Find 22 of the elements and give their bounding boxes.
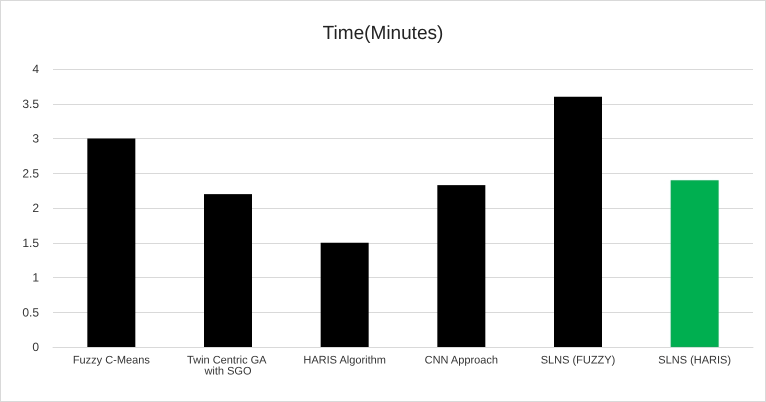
y-tick-label: 0.5 xyxy=(22,305,40,320)
y-tick-label: 4 xyxy=(32,62,40,76)
y-tick-label: 1 xyxy=(32,270,40,284)
x-tick-label: HARIS Algorithm xyxy=(303,354,386,366)
y-tick-label: 3 xyxy=(32,132,40,146)
bar xyxy=(554,96,602,347)
bar xyxy=(670,180,719,347)
y-tick-label: 1.5 xyxy=(22,236,40,250)
x-tick-label: CNN Approach xyxy=(424,354,498,366)
y-tick-label: 2.5 xyxy=(22,166,40,180)
bar xyxy=(320,242,369,347)
x-tick-label: SLNS (FUZZY) xyxy=(540,354,616,366)
bar xyxy=(437,185,486,347)
bar xyxy=(87,138,136,347)
y-tick-label: 0 xyxy=(32,340,40,354)
x-tick-label: Twin Centric GA with SGO xyxy=(187,354,269,378)
y-tick-label: 2 xyxy=(32,201,40,215)
bar xyxy=(204,194,252,347)
x-tick-label: SLNS (HARIS) xyxy=(658,354,732,366)
x-tick-label: Fuzzy C-Means xyxy=(72,354,150,366)
chart-title: Time(Minutes) xyxy=(322,23,444,44)
y-tick-label: 3.5 xyxy=(22,96,40,111)
